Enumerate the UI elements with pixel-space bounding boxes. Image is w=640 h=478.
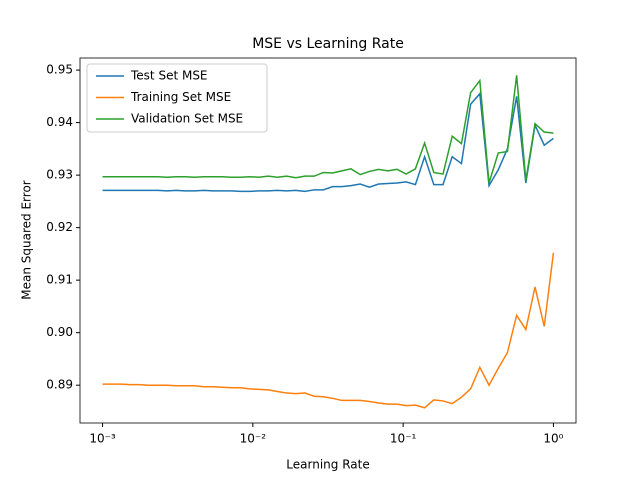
x-axis-label: Learning Rate xyxy=(286,458,369,472)
y-tick-label: 0.91 xyxy=(46,273,73,287)
y-tick-label: 0.94 xyxy=(46,115,73,129)
y-tick-label: 0.90 xyxy=(46,325,73,339)
x-tick-label: 10⁻³ xyxy=(89,432,116,446)
legend-box xyxy=(86,63,268,133)
y-tick-label: 0.95 xyxy=(46,63,73,77)
x-tick-label: 10⁰ xyxy=(543,432,563,446)
legend-label: Validation Set MSE xyxy=(131,112,243,126)
series-line xyxy=(102,91,554,193)
x-tick-label: 10⁻² xyxy=(240,432,267,446)
y-axis-label: Mean Squared Error xyxy=(20,180,34,300)
legend-label: Test Set MSE xyxy=(130,69,208,83)
series-line xyxy=(102,252,555,409)
series-line xyxy=(102,75,554,184)
y-tick-label: 0.89 xyxy=(46,378,73,392)
x-tick-label: 10⁻¹ xyxy=(390,432,417,446)
legend-label: Training Set MSE xyxy=(130,90,231,104)
y-tick-label: 0.92 xyxy=(46,220,73,234)
chart-title: MSE vs Learning Rate xyxy=(252,36,404,52)
plot-frame xyxy=(79,57,577,424)
y-tick-label: 0.93 xyxy=(46,168,73,182)
